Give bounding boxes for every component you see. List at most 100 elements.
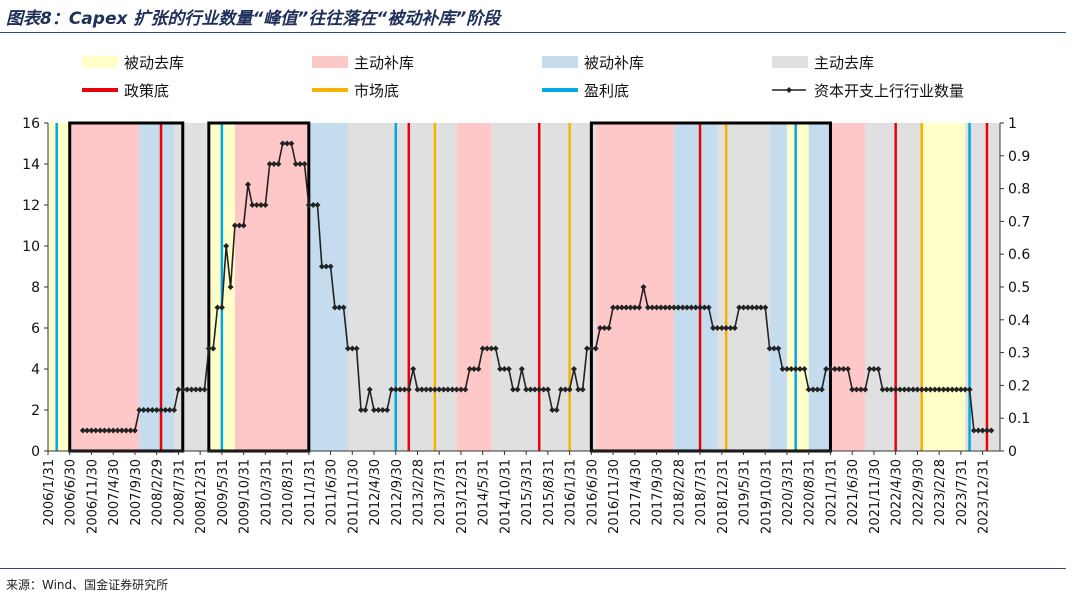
phase-band-passive_restock xyxy=(808,123,831,451)
series-point xyxy=(875,366,882,372)
series-point xyxy=(184,386,191,393)
x-tick-label: 2016/6/30 xyxy=(585,459,600,526)
x-tick-label: 2012/4/30 xyxy=(368,459,383,526)
series-point xyxy=(201,386,208,393)
series-point xyxy=(101,427,108,434)
series-point xyxy=(662,304,669,311)
title-divider xyxy=(0,32,1066,33)
series-point xyxy=(592,345,599,352)
series-point xyxy=(544,386,551,393)
series-point xyxy=(957,386,964,393)
series-point xyxy=(479,345,486,352)
series-point xyxy=(801,366,808,372)
x-tick-label: 2016/11/30 xyxy=(607,459,622,534)
series-point xyxy=(262,202,269,208)
series-point xyxy=(892,386,899,393)
series-point xyxy=(188,386,195,393)
series-point xyxy=(675,304,682,311)
series-layer xyxy=(79,140,995,434)
series-point xyxy=(897,386,903,393)
right-tick-label: 0.1 xyxy=(1008,411,1030,427)
series-point xyxy=(644,304,651,311)
series-point xyxy=(688,304,695,311)
legend-series-marker xyxy=(786,87,792,93)
series-point xyxy=(92,427,99,434)
series-point xyxy=(775,345,782,352)
series-point xyxy=(384,407,391,413)
source-note: 来源：Wind、国金证券研究所 xyxy=(6,578,169,592)
x-tick-label: 2008/7/31 xyxy=(172,459,187,526)
right-tick-label: 0 xyxy=(1008,444,1017,460)
series-point xyxy=(505,366,512,372)
right-tick-label: 0.4 xyxy=(1008,313,1030,329)
series-point xyxy=(962,386,969,393)
series-point xyxy=(84,427,91,434)
x-tick-label: 2013/12/31 xyxy=(455,459,470,534)
series-point xyxy=(588,345,595,352)
series-point xyxy=(497,366,504,372)
series-point xyxy=(414,386,421,393)
series-point xyxy=(449,386,456,393)
x-tick-label: 2016/1/31 xyxy=(564,459,579,526)
x-tick-label: 2014/10/31 xyxy=(498,459,513,534)
series-point xyxy=(410,366,417,372)
x-tick-label: 2023/12/31 xyxy=(977,459,992,534)
right-tick-label: 0.8 xyxy=(1008,182,1030,198)
series-point xyxy=(349,345,356,352)
x-tick-label: 2011/1/31 xyxy=(303,459,318,526)
x-tick-label: 2006/1/31 xyxy=(42,459,57,526)
x-tick-label: 2017/9/30 xyxy=(651,459,666,526)
series-point xyxy=(336,304,343,311)
series-point xyxy=(636,304,643,311)
series-point xyxy=(614,304,621,311)
series-point xyxy=(970,427,977,434)
left-tick-label: 16 xyxy=(22,116,40,132)
series-point xyxy=(327,263,334,270)
series-point xyxy=(427,386,434,393)
series-point xyxy=(310,202,317,208)
series-point xyxy=(953,386,960,393)
series-point xyxy=(549,407,556,413)
series-point xyxy=(905,386,912,393)
series-point xyxy=(597,325,604,331)
series-point xyxy=(849,386,856,393)
legend-swatch-active_restock xyxy=(312,56,348,68)
series-point xyxy=(253,202,260,208)
series-point xyxy=(562,386,569,393)
legend-swatch-passive_destock xyxy=(82,56,118,68)
series-point xyxy=(679,304,686,311)
right-tick-label: 0.9 xyxy=(1008,149,1030,165)
series-point xyxy=(118,427,125,434)
series-point xyxy=(510,386,517,393)
right-tick-label: 0.7 xyxy=(1008,214,1030,230)
legend-label: 被动补库 xyxy=(584,54,644,72)
series-point xyxy=(966,386,973,393)
series-point xyxy=(318,263,325,270)
series-point xyxy=(475,366,482,372)
series-point xyxy=(723,325,730,331)
legend-label: 市场底 xyxy=(354,82,399,100)
phase-band-active_destock xyxy=(491,123,596,451)
series-point xyxy=(779,366,786,372)
series-point xyxy=(340,304,347,311)
x-tick-label: 2018/7/31 xyxy=(694,459,709,526)
inventory-phase-bands xyxy=(48,123,1000,451)
series-point xyxy=(840,366,847,372)
x-tick-label: 2015/3/31 xyxy=(520,459,535,526)
series-point xyxy=(227,284,234,290)
series-point xyxy=(749,304,756,311)
series-point xyxy=(284,140,291,147)
x-tick-label: 2008/12/31 xyxy=(194,459,209,534)
series-point xyxy=(258,202,264,208)
x-tick-label: 2021/1/31 xyxy=(824,459,839,526)
left-tick-label: 10 xyxy=(22,239,40,255)
series-point xyxy=(584,345,590,352)
series-point xyxy=(405,386,412,393)
series-point xyxy=(379,407,386,413)
series-point xyxy=(158,407,164,413)
series-point xyxy=(579,386,586,393)
series-point xyxy=(362,407,369,413)
series-point xyxy=(149,407,156,413)
series-point xyxy=(123,427,130,434)
phase-band-active_restock xyxy=(69,123,140,451)
